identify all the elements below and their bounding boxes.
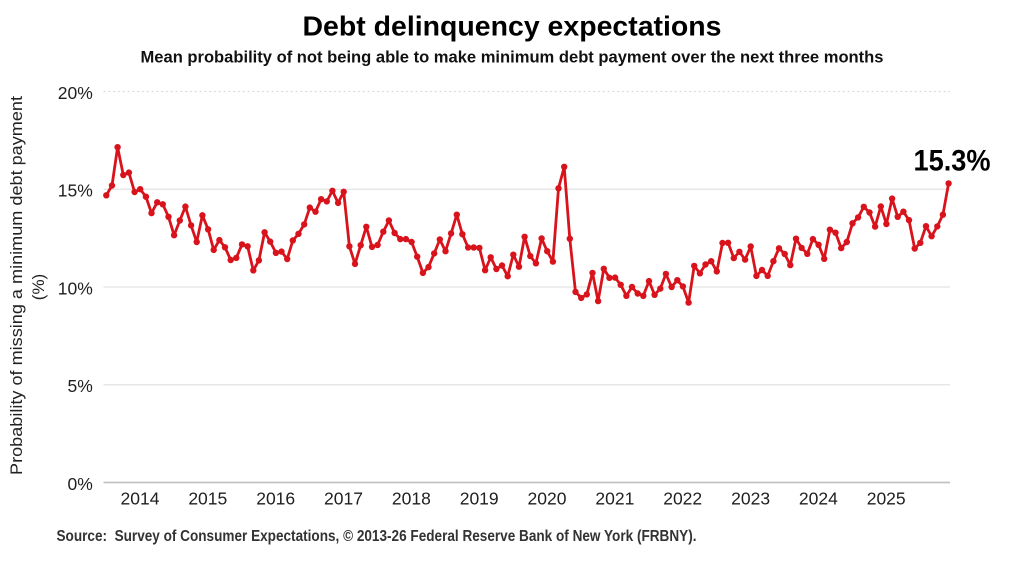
svg-text:2016: 2016 bbox=[256, 489, 295, 509]
svg-text:15%: 15% bbox=[58, 181, 93, 201]
svg-text:2014: 2014 bbox=[121, 489, 160, 509]
svg-text:20%: 20% bbox=[58, 83, 93, 103]
svg-text:2025: 2025 bbox=[867, 489, 906, 509]
svg-text:2017: 2017 bbox=[324, 489, 363, 509]
svg-text:2022: 2022 bbox=[663, 489, 702, 509]
svg-text:15.3%: 15.3% bbox=[914, 145, 991, 178]
svg-text:10%: 10% bbox=[58, 278, 93, 298]
svg-text:2018: 2018 bbox=[392, 489, 431, 509]
svg-text:2021: 2021 bbox=[595, 489, 634, 509]
svg-text:2019: 2019 bbox=[460, 489, 499, 509]
svg-text:Probability of missing a minim: Probability of missing a minimum debt pa… bbox=[7, 96, 26, 475]
svg-text:2015: 2015 bbox=[188, 489, 227, 509]
svg-text:Mean probability of not being: Mean probability of not being able to ma… bbox=[141, 48, 884, 66]
svg-text:2023: 2023 bbox=[731, 489, 770, 509]
svg-text:5%: 5% bbox=[68, 376, 93, 396]
svg-text:Source: Survey of Consumer Ex: Source: Survey of Consumer Expectations,… bbox=[57, 528, 697, 545]
svg-text:(%): (%) bbox=[29, 274, 48, 300]
svg-text:2024: 2024 bbox=[799, 489, 838, 509]
svg-text:0%: 0% bbox=[68, 474, 93, 494]
svg-text:Debt delinquency expectations: Debt delinquency expectations bbox=[303, 11, 722, 42]
svg-text:2020: 2020 bbox=[528, 489, 567, 509]
